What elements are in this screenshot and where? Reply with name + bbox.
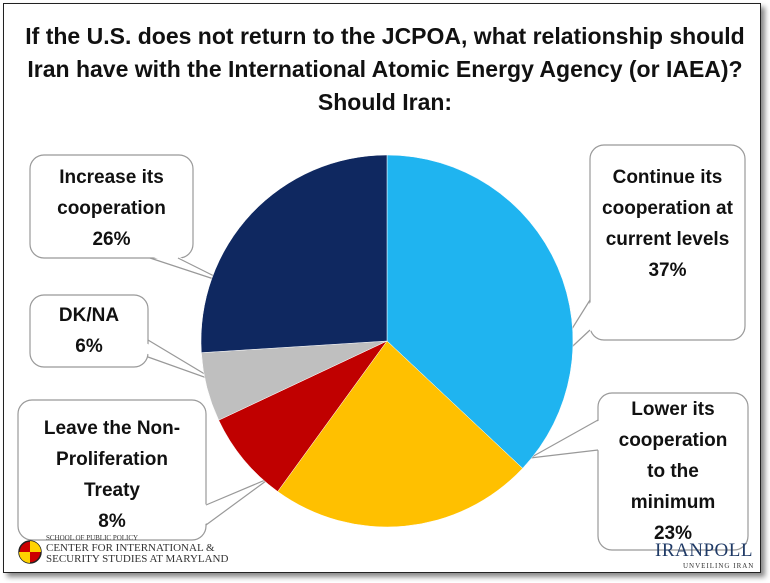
value-label: 8% [98, 511, 126, 532]
category-label: Leave the Non-Proliferation Treaty [43, 418, 181, 501]
slice-label: Leave the Non-Proliferation Treaty 8% [18, 413, 206, 537]
pie [200, 154, 574, 528]
slice-label: DK/NA 6% [30, 300, 148, 362]
slice-label: Continue its cooperation at current leve… [590, 162, 745, 286]
value-label: 26% [92, 229, 131, 250]
category-label: Increase its cooperation [57, 167, 166, 219]
callout-box [29, 154, 194, 259]
callout-tail-line [205, 477, 271, 526]
callout-box [589, 144, 746, 341]
pie-slice [200, 154, 388, 353]
callouts [17, 144, 749, 551]
value-label: 23% [653, 523, 693, 544]
umd-seal [18, 540, 42, 564]
callout-tail [120, 343, 218, 382]
slice-label: Lower its cooperation to the minimum 23% [598, 394, 748, 549]
logo-school: SCHOOL OF PUBLIC POLICY [46, 534, 139, 542]
logo-iranpoll: IRANPOLL [655, 540, 753, 561]
logo-center: SECURITY STUDIES AT MARYLAND [46, 553, 229, 565]
value-label: 37% [648, 260, 687, 281]
callout-box [29, 294, 149, 368]
chart-title: If the U.S. does not return to the JCPOA… [25, 23, 745, 115]
category-label: DK/NA [58, 305, 120, 326]
pie-slice [277, 340, 523, 528]
category-label: Continue its cooperation at current leve… [602, 167, 733, 250]
pie-slice [386, 154, 574, 469]
slice-label: Increase its cooperation 26% [30, 162, 193, 255]
logo-center: CENTER FOR INTERNATIONAL & [46, 542, 215, 554]
category-label: Lower its cooperation to the minimum [618, 399, 728, 513]
logo-tagline: UNVEILING IRAN [683, 562, 755, 570]
value-label: 6% [75, 336, 103, 357]
pie-slice [218, 340, 388, 492]
callout-box [17, 399, 207, 541]
callout-box [597, 392, 749, 551]
